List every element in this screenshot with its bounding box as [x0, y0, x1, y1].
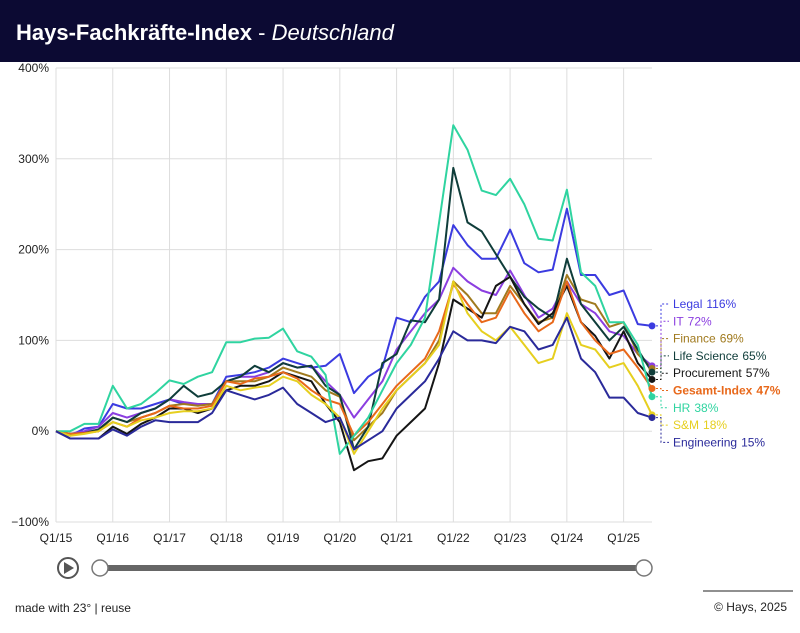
series-label: Finance 69%	[673, 332, 744, 346]
label-connector	[656, 396, 669, 409]
series-line	[55, 280, 653, 455]
label-connector	[656, 372, 669, 380]
slider-handle-end[interactable]	[635, 559, 653, 577]
label-connector	[656, 355, 669, 373]
footer-credit[interactable]: made with 23° | reuse	[15, 601, 131, 615]
series-line	[55, 316, 653, 451]
y-tick-label: 200%	[18, 243, 49, 257]
x-tick-label: Q1/25	[607, 531, 640, 545]
end-value-label: 15%	[741, 435, 765, 449]
end-value-label: 47%	[756, 384, 780, 398]
series-label: Engineering 15%	[673, 435, 765, 449]
end-value-label: 116%	[706, 297, 736, 311]
end-value-label: 38%	[694, 401, 718, 415]
x-tick-label: Q1/15	[40, 531, 73, 545]
end-point	[648, 393, 656, 401]
chart-subtitle: Deutschland	[272, 20, 395, 45]
legend-name: IT	[673, 314, 684, 328]
header-band	[0, 0, 800, 62]
x-tick-label: Q1/19	[267, 531, 300, 545]
end-point	[648, 375, 656, 383]
series-label: Procurement 57%	[673, 366, 770, 380]
series-label: Gesamt-Index 47%	[673, 384, 781, 398]
x-tick-label: Q1/18	[210, 531, 243, 545]
slider-handle-start[interactable]	[91, 559, 109, 577]
series-label: HR 38%	[673, 401, 719, 415]
label-connector	[656, 388, 669, 391]
label-connector	[656, 338, 669, 370]
timeline-slider	[57, 557, 653, 579]
legend-name: Gesamt-Index	[673, 384, 753, 398]
end-point	[648, 322, 656, 330]
end-value-label: 65%	[742, 349, 766, 363]
series-label: IT 72%	[673, 314, 712, 328]
y-tick-label: 0%	[32, 424, 50, 438]
legend-name: Finance	[673, 332, 716, 346]
series-label: Life Science 65%	[673, 349, 767, 363]
series-line	[56, 124, 653, 455]
label-connector	[656, 320, 669, 367]
x-tick-label: Q1/23	[494, 531, 527, 545]
series-label: Legal 116%	[673, 297, 737, 311]
y-tick-label: 100%	[18, 333, 49, 347]
footer-copyright: © Hays, 2025	[714, 600, 787, 614]
legend-name: Legal	[673, 297, 702, 311]
x-tick-label: Q1/24	[551, 531, 584, 545]
end-point	[648, 414, 656, 422]
title-separator: -	[258, 20, 265, 45]
label-connector	[656, 414, 669, 426]
end-value-label: 18%	[703, 418, 727, 432]
legend-name: S&M	[673, 418, 699, 432]
y-tick-label: 300%	[18, 152, 49, 166]
x-tick-label: Q1/17	[153, 531, 186, 545]
legend-name: Life Science	[673, 349, 739, 363]
x-tick-label: Q1/20	[323, 531, 356, 545]
end-point	[648, 385, 656, 393]
legend-name: Procurement	[673, 366, 742, 380]
end-value-label: 69%	[720, 332, 744, 346]
label-connector	[656, 417, 669, 443]
x-tick-label: Q1/22	[437, 531, 470, 545]
y-tick-label: 400%	[18, 61, 49, 75]
end-value-label: 57%	[746, 366, 770, 380]
play-icon	[64, 562, 74, 574]
legend-name: Engineering	[673, 435, 737, 449]
y-tick-label: −100%	[11, 515, 49, 529]
series-label: S&M 18%	[673, 418, 727, 432]
label-connector	[656, 303, 669, 327]
x-tick-label: Q1/21	[380, 531, 413, 545]
x-tick-label: Q1/16	[96, 531, 129, 545]
end-value-label: 72%	[688, 314, 712, 328]
chart-header: Hays-Fachkräfte-Index - Deutschland	[16, 20, 395, 45]
end-point	[648, 368, 656, 376]
legend-name: HR	[673, 401, 691, 415]
series-line	[55, 207, 653, 437]
chart-title: Hays-Fachkräfte-Index	[16, 20, 253, 45]
